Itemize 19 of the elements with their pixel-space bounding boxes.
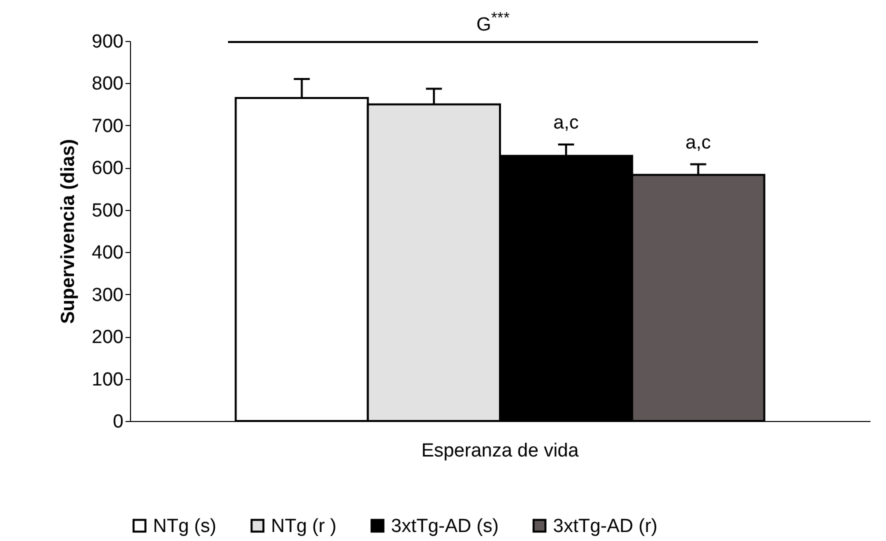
x-tick-label: Esperanza de vida (421, 440, 580, 462)
y-tick-label: 600 (92, 158, 124, 180)
y-tick-label: 0 (112, 412, 124, 432)
annotation: a,c (553, 112, 579, 134)
y-axis-title: Supervivencia (dias) (58, 139, 79, 324)
annotation: a,c (686, 132, 711, 154)
y-tick-label: 200 (92, 327, 124, 348)
legend-label: 3xtTg-AD (r) (553, 516, 658, 537)
y-tick-label: 900 (92, 32, 124, 52)
y-tick-label: 100 (92, 369, 124, 390)
legend-label: NTg (s) (153, 516, 216, 537)
y-tick-label: 300 (92, 284, 124, 306)
y-tick-label: 400 (92, 242, 124, 264)
y-tick-label: 800 (92, 74, 124, 95)
legend-label: 3xtTg-AD (s) (391, 516, 499, 537)
y-tick-label: 500 (92, 200, 124, 222)
significance-bracket: G$^{***}$ (228, 10, 758, 44)
legend-label: NTg (r ) (271, 516, 336, 537)
y-tick-label: 700 (92, 116, 124, 137)
